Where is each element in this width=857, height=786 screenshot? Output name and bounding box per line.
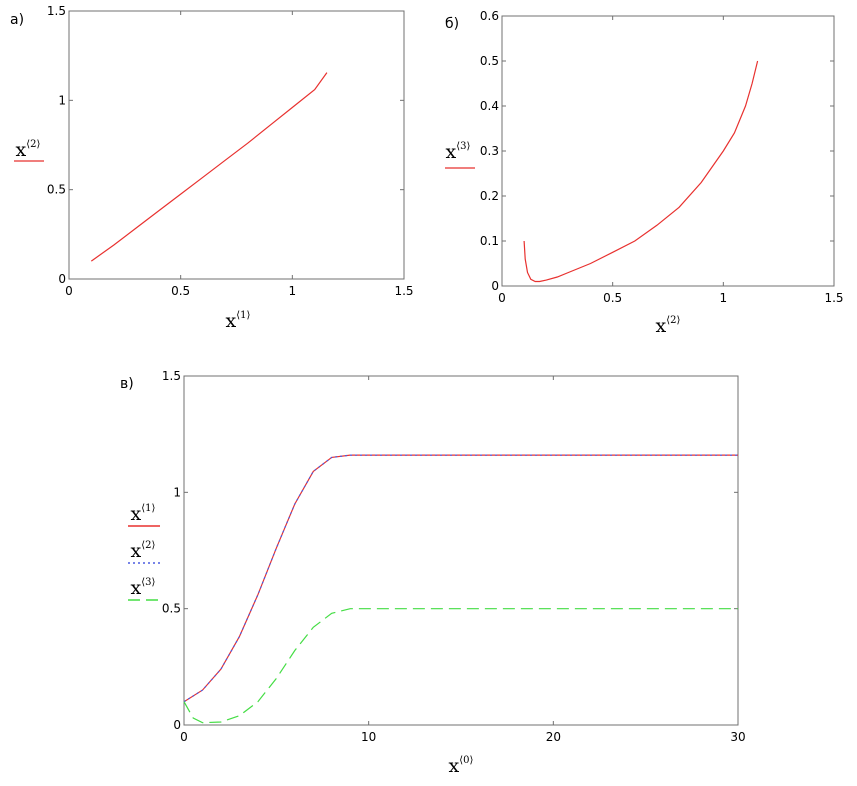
x-axis-label: x⟨1⟩ — [226, 310, 251, 332]
x-tick-label: 1.5 — [394, 284, 413, 298]
y-tick-label: 1 — [173, 485, 181, 499]
x-tick-label: 1 — [720, 291, 728, 305]
chart-panel-a: а) 0 0.5 1 1.5 0 0.5 1 1.5 x⟨1⟩ x⟨2⟩ — [10, 4, 414, 332]
series-line-1 — [183, 454, 738, 703]
series-line-3 — [183, 608, 738, 724]
y-tick-label: 0.1 — [480, 234, 499, 248]
y-tick-label: 0.3 — [480, 144, 499, 158]
chart-panel-c: в) 0 10 20 30 0 0.5 1 1.5 x⟨0⟩ x⟨1⟩ x⟨2⟩ x⟨3⟩ — [120, 369, 746, 777]
y-axis-label: x⟨2⟩ — [16, 139, 41, 161]
plot-frame — [183, 375, 739, 726]
y-tick-label: 0.2 — [480, 189, 499, 203]
x-tick-label: 0 — [180, 730, 188, 744]
x-tick-label: 1 — [289, 284, 297, 298]
legend-label-2: x⟨2⟩ — [131, 540, 156, 562]
y-axis-label: x⟨3⟩ — [446, 141, 471, 163]
legend-label-3: x⟨3⟩ — [131, 577, 156, 599]
plot-frame — [501, 15, 835, 287]
series-line-1 — [523, 60, 759, 283]
plot-frame — [68, 10, 405, 280]
x-tick-label: 20 — [546, 730, 561, 744]
x-tick-label: 30 — [730, 730, 745, 744]
x-axis-label: x⟨2⟩ — [656, 315, 681, 337]
x-tick-label: 0.5 — [603, 291, 622, 305]
y-tick-label: 0.5 — [480, 54, 499, 68]
x-tick-label: 10 — [361, 730, 376, 744]
y-tick-label: 1 — [58, 93, 66, 107]
y-tick-label: 0.6 — [480, 9, 499, 23]
chart-panel-b: б) 0 0.5 1 1.5 0 0.1 0.2 0.3 0.4 0.5 0.6 x⟨2⟩ x⟨3⟩ — [445, 9, 844, 337]
x-axis-label: x⟨0⟩ — [449, 755, 474, 777]
x-tick-label: 1.5 — [824, 291, 843, 305]
panel-label-c: в) — [120, 376, 134, 392]
series-line-1 — [90, 72, 328, 262]
y-tick-label: 0.5 — [47, 183, 66, 197]
panel-label-b: б) — [445, 16, 459, 32]
y-tick-label: 0.4 — [480, 99, 499, 113]
y-tick-label: 0 — [491, 279, 499, 293]
x-tick-label: 0 — [65, 284, 73, 298]
y-tick-label: 0 — [173, 718, 181, 732]
y-tick-label: 0.5 — [162, 602, 181, 616]
x-tick-label: 0.5 — [171, 284, 190, 298]
panel-label-a: а) — [10, 12, 24, 28]
y-tick-label: 1.5 — [162, 369, 181, 383]
y-tick-label: 0 — [58, 272, 66, 286]
x-tick-label: 0 — [498, 291, 506, 305]
y-tick-label: 1.5 — [47, 4, 66, 18]
legend-label-1: x⟨1⟩ — [131, 503, 156, 525]
